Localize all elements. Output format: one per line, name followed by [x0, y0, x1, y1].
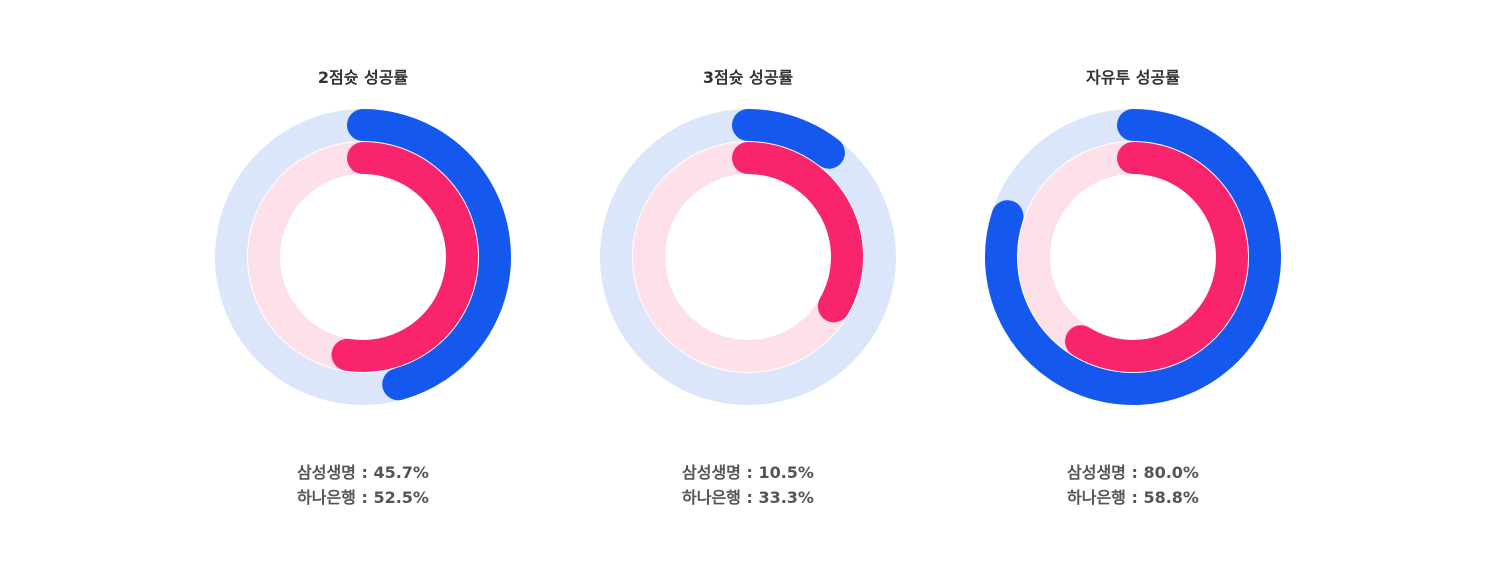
legend-item-samsung: 삼성생명 : 45.7%	[193, 460, 533, 485]
legend-value: 10.5%	[758, 463, 814, 482]
hana-arc	[331, 142, 478, 372]
legend: 삼성생명 : 10.5% 하나은행 : 33.3%	[578, 460, 918, 510]
legend: 삼성생명 : 45.7% 하나은행 : 52.5%	[193, 460, 533, 510]
hana-arc	[732, 142, 863, 323]
legend-name: 하나은행	[297, 488, 356, 507]
legend-separator: :	[740, 488, 759, 507]
legend-value: 52.5%	[373, 488, 429, 507]
donut-chart	[215, 109, 511, 405]
legend-separator: :	[355, 488, 374, 507]
legend-item-samsung: 삼성생명 : 10.5%	[578, 460, 918, 485]
legend-item-hana: 하나은행 : 52.5%	[193, 485, 533, 510]
chart-title: 2점슛 성공률	[317, 68, 409, 87]
chart-panel-2pt: 2점슛 성공률 삼성생명 : 45.7% 하나은행 : 52.5%	[193, 0, 533, 579]
donut-chart	[600, 109, 896, 405]
legend-value: 33.3%	[758, 488, 814, 507]
donut-chart	[985, 109, 1281, 405]
legend-separator: :	[355, 463, 374, 482]
legend: 삼성생명 : 80.0% 하나은행 : 58.8%	[963, 460, 1303, 510]
legend-value: 80.0%	[1143, 463, 1199, 482]
samsung-arc	[347, 109, 511, 401]
legend-item-hana: 하나은행 : 58.8%	[963, 485, 1303, 510]
legend-item-hana: 하나은행 : 33.3%	[578, 485, 918, 510]
chart-title: 자유투 성공률	[1086, 68, 1180, 87]
legend-separator: :	[1125, 488, 1144, 507]
chart-title: 3점슛 성공률	[702, 68, 794, 87]
chart-panel-3pt: 3점슛 성공률 삼성생명 : 10.5% 하나은행 : 33.3%	[578, 0, 918, 579]
samsung-arc	[985, 109, 1281, 405]
legend-name: 삼성생명	[297, 463, 356, 482]
legend-item-samsung: 삼성생명 : 80.0%	[963, 460, 1303, 485]
hana-arc	[1065, 142, 1248, 372]
legend-name: 하나은행	[682, 488, 741, 507]
samsung-arc	[732, 109, 845, 169]
chart-panel-freethrow: 자유투 성공률 삼성생명 : 80.0% 하나은행 : 58.8%	[963, 0, 1303, 579]
legend-value: 58.8%	[1143, 488, 1199, 507]
legend-value: 45.7%	[373, 463, 429, 482]
legend-name: 삼성생명	[682, 463, 741, 482]
legend-name: 삼성생명	[1067, 463, 1126, 482]
legend-separator: :	[740, 463, 759, 482]
legend-name: 하나은행	[1067, 488, 1126, 507]
legend-separator: :	[1125, 463, 1144, 482]
